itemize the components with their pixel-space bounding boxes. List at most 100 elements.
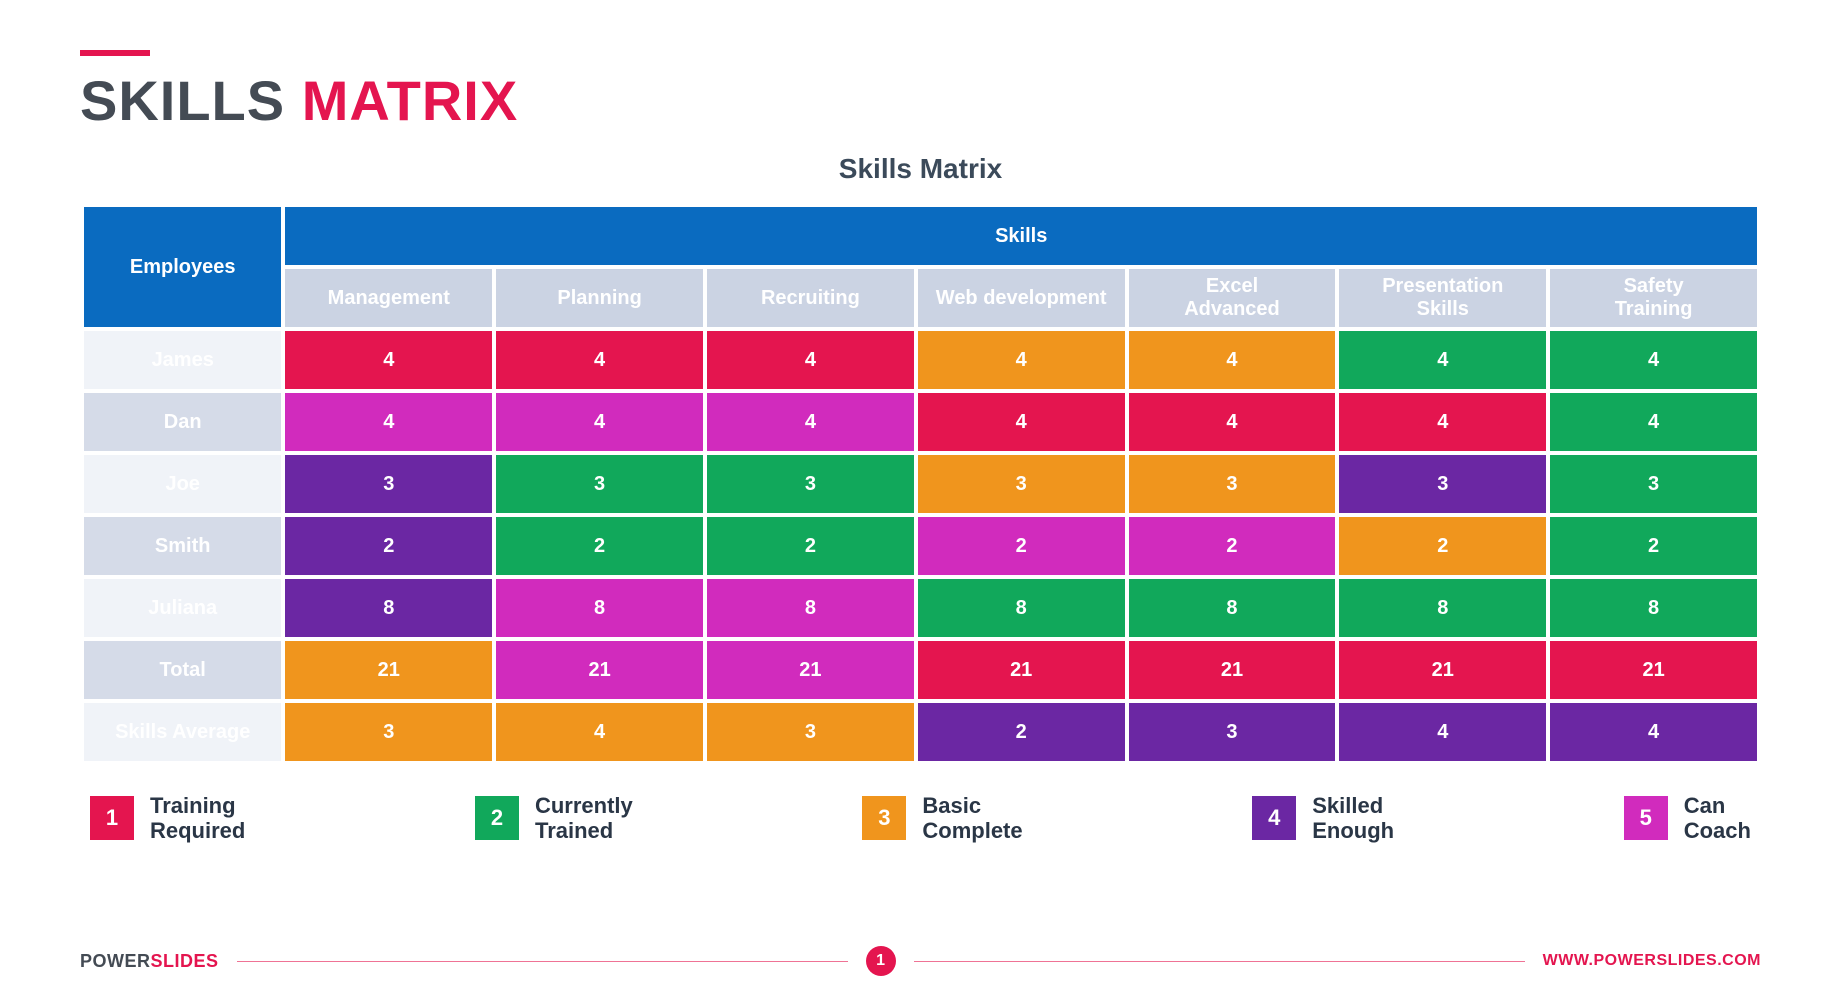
legend-item: 2 Currently Trained	[475, 793, 633, 844]
legend-box: 4	[1252, 796, 1296, 840]
skill-column-header: Planning	[496, 269, 703, 327]
matrix-cell: 21	[707, 641, 914, 699]
legend-box: 1	[90, 796, 134, 840]
legend-label: Basic Complete	[922, 793, 1022, 844]
legend-item: 3 Basic Complete	[862, 793, 1022, 844]
table-row: Smith2222222	[84, 517, 1757, 575]
table-row: Total21212121212121	[84, 641, 1757, 699]
legend-label: Currently Trained	[535, 793, 633, 844]
matrix-cell: 4	[707, 331, 914, 389]
legend-box: 3	[862, 796, 906, 840]
subtitle: Skills Matrix	[80, 153, 1761, 185]
matrix-cell: 3	[1339, 455, 1546, 513]
matrix-cell: 3	[918, 455, 1125, 513]
matrix-cell: 8	[707, 579, 914, 637]
matrix-cell: 3	[707, 703, 914, 761]
legend-item: 1 Training Required	[90, 793, 245, 844]
footer: POWERSLIDES 1 WWW.POWERSLIDES.COM	[80, 946, 1761, 976]
matrix-cell: 4	[285, 331, 492, 389]
matrix-cell: 4	[1339, 393, 1546, 451]
row-label: Dan	[84, 393, 281, 451]
row-label: Juliana	[84, 579, 281, 637]
matrix-cell: 2	[1129, 517, 1336, 575]
row-label: Joe	[84, 455, 281, 513]
table-row: Dan4444444	[84, 393, 1757, 451]
footer-page: 1	[866, 946, 896, 976]
skill-column-header: Presentation Skills	[1339, 269, 1546, 327]
matrix-cell: 4	[1550, 331, 1757, 389]
row-label: Skills Average	[84, 703, 281, 761]
matrix-cell: 4	[1129, 393, 1336, 451]
matrix-cell: 8	[918, 579, 1125, 637]
matrix-cell: 3	[1129, 455, 1336, 513]
table-row: Joe3333333	[84, 455, 1757, 513]
main-title: SKILLS MATRIX	[80, 68, 1761, 133]
skill-column-header: Web development	[918, 269, 1125, 327]
matrix-cell: 4	[496, 703, 703, 761]
matrix-cell: 3	[1550, 455, 1757, 513]
employees-header: Employees	[84, 207, 281, 327]
matrix-cell: 21	[496, 641, 703, 699]
matrix-cell: 21	[1339, 641, 1546, 699]
footer-brand-1: POWER	[80, 951, 151, 971]
skill-column-header: Excel Advanced	[1129, 269, 1336, 327]
footer-line-left	[237, 961, 848, 962]
matrix-cell: 21	[918, 641, 1125, 699]
matrix-cell: 8	[496, 579, 703, 637]
footer-brand-2: SLIDES	[151, 951, 219, 971]
matrix-cell: 4	[1550, 703, 1757, 761]
skills-matrix-table: Employees Skills ManagementPlanningRecru…	[80, 203, 1761, 765]
legend-box: 5	[1624, 796, 1668, 840]
matrix-cell: 4	[285, 393, 492, 451]
footer-line-right	[914, 961, 1525, 962]
legend-box: 2	[475, 796, 519, 840]
title-part2: MATRIX	[302, 69, 519, 132]
table-row: James4444444	[84, 331, 1757, 389]
matrix-cell: 3	[496, 455, 703, 513]
legend-item: 4 Skilled Enough	[1252, 793, 1394, 844]
matrix-cell: 2	[918, 703, 1125, 761]
matrix-cell: 21	[1129, 641, 1336, 699]
matrix-cell: 2	[707, 517, 914, 575]
title-underline	[80, 50, 150, 56]
legend-label: Skilled Enough	[1312, 793, 1394, 844]
matrix-cell: 21	[1550, 641, 1757, 699]
matrix-cell: 4	[918, 393, 1125, 451]
legend: 1 Training Required 2 Currently Trained 3 Bas…	[80, 793, 1761, 844]
skills-header: Skills	[285, 207, 1757, 265]
matrix-cell: 2	[285, 517, 492, 575]
matrix-cell: 8	[285, 579, 492, 637]
matrix-cell: 8	[1550, 579, 1757, 637]
matrix-cell: 3	[285, 455, 492, 513]
matrix-cell: 4	[1339, 703, 1546, 761]
title-part1: SKILLS	[80, 69, 302, 132]
skill-column-header: Safety Training	[1550, 269, 1757, 327]
matrix-cell: 3	[707, 455, 914, 513]
footer-brand: POWERSLIDES	[80, 951, 219, 972]
matrix-cell: 2	[496, 517, 703, 575]
matrix-cell: 4	[1129, 331, 1336, 389]
skill-column-header: Management	[285, 269, 492, 327]
row-label: Smith	[84, 517, 281, 575]
row-label: Total	[84, 641, 281, 699]
skill-columns-row: ManagementPlanningRecruitingWeb developm…	[84, 269, 1757, 327]
matrix-cell: 2	[1550, 517, 1757, 575]
matrix-cell: 4	[1339, 331, 1546, 389]
skill-column-header: Recruiting	[707, 269, 914, 327]
table-row: Skills Average3432344	[84, 703, 1757, 761]
matrix-cell: 8	[1129, 579, 1336, 637]
legend-label: Training Required	[150, 793, 245, 844]
matrix-cell: 4	[918, 331, 1125, 389]
matrix-cell: 2	[1339, 517, 1546, 575]
row-label: James	[84, 331, 281, 389]
matrix-cell: 4	[496, 393, 703, 451]
matrix-cell: 4	[707, 393, 914, 451]
footer-url: WWW.POWERSLIDES.COM	[1543, 952, 1761, 970]
legend-item: 5 Can Coach	[1624, 793, 1751, 844]
matrix-cell: 4	[496, 331, 703, 389]
matrix-cell: 4	[1550, 393, 1757, 451]
matrix-cell: 3	[285, 703, 492, 761]
table-row: Juliana8888888	[84, 579, 1757, 637]
matrix-cell: 21	[285, 641, 492, 699]
legend-label: Can Coach	[1684, 793, 1751, 844]
